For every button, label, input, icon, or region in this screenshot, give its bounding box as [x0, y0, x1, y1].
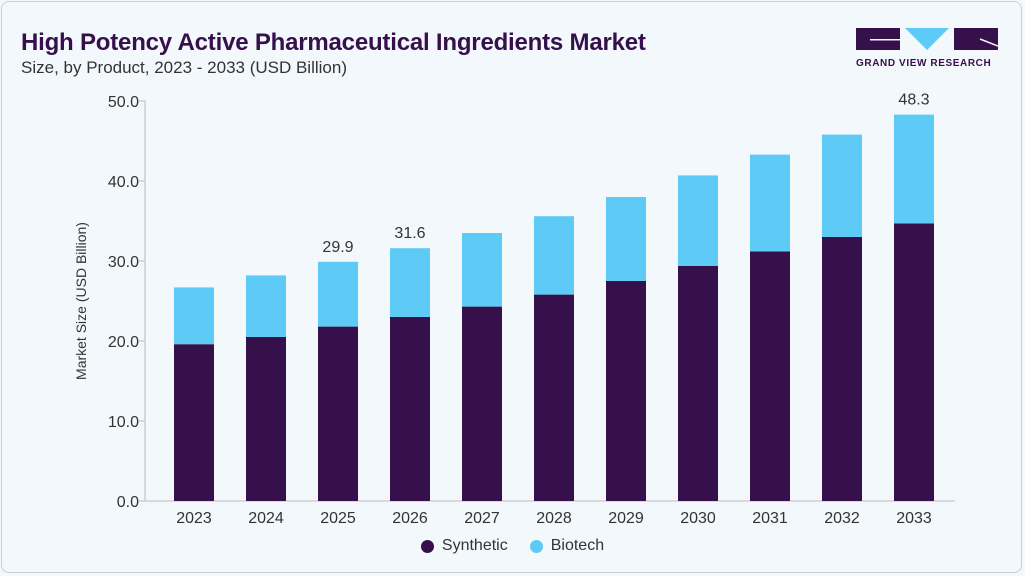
legend-swatch-biotech [529, 539, 543, 553]
x-tick-label: 2027 [464, 510, 500, 527]
y-axis-title: Market Size (USD Billion) [73, 222, 89, 380]
bar-synthetic-2029 [606, 281, 646, 501]
y-tick-label: 50.0 [108, 94, 139, 111]
bar-biotech-2028 [534, 216, 574, 295]
x-tick-label: 2023 [176, 510, 212, 527]
bar-biotech-2023 [174, 287, 214, 345]
x-tick-label: 2029 [608, 510, 644, 527]
x-tick-label: 2030 [680, 510, 716, 527]
bar-synthetic-2027 [462, 306, 502, 501]
y-tick-label: 20.0 [108, 334, 139, 351]
chart-subtitle: Size, by Product, 2023 - 2033 (USD Billi… [21, 58, 347, 77]
bar-synthetic-2023 [174, 344, 214, 501]
grand-view-research-logo [856, 28, 998, 50]
bar-synthetic-2031 [750, 251, 790, 501]
bar-synthetic-2028 [534, 294, 574, 501]
x-tick-label: 2031 [752, 510, 788, 527]
bar-synthetic-2032 [822, 237, 862, 501]
bar-biotech-2027 [462, 233, 502, 307]
legend: Synthetic Biotech [0, 537, 1025, 555]
legend-label-biotech: Biotech [550, 537, 605, 554]
x-tick-label: 2028 [536, 510, 572, 527]
x-tick-label: 2024 [248, 510, 284, 527]
x-tick-label: 2033 [896, 510, 932, 527]
bar-biotech-2025 [318, 261, 358, 327]
bar-synthetic-2030 [678, 265, 718, 501]
data-label-2026: 31.6 [394, 225, 425, 242]
bar-synthetic-2024 [246, 337, 286, 501]
logo-text: GRAND VIEW RESEARCH [856, 58, 992, 69]
data-label-2025: 29.9 [322, 239, 353, 256]
y-tick-label: 10.0 [108, 414, 139, 431]
bar-biotech-2032 [822, 134, 862, 237]
x-tick-label: 2025 [320, 510, 356, 527]
chart-title: High Potency Active Pharmaceutical Ingre… [21, 29, 646, 56]
legend-item-biotech: Biotech [529, 537, 605, 555]
y-tick-label: 30.0 [108, 254, 139, 271]
bar-synthetic-2026 [390, 317, 430, 501]
bar-biotech-2029 [606, 197, 646, 281]
bar-biotech-2030 [678, 175, 718, 266]
legend-label-synthetic: Synthetic [441, 537, 508, 554]
bar-biotech-2026 [390, 248, 430, 317]
legend-swatch-synthetic [420, 539, 434, 553]
y-tick-label: 0.0 [117, 494, 139, 511]
bar-synthetic-2033 [894, 223, 934, 501]
y-tick-label: 40.0 [108, 174, 139, 191]
bar-biotech-2031 [750, 154, 790, 252]
bar-biotech-2033 [894, 114, 934, 224]
x-tick-label: 2026 [392, 510, 428, 527]
data-label-2033: 48.3 [898, 92, 929, 109]
legend-item-synthetic: Synthetic [420, 537, 508, 555]
x-tick-label: 2032 [824, 510, 860, 527]
bar-synthetic-2025 [318, 326, 358, 501]
bar-biotech-2024 [246, 275, 286, 337]
